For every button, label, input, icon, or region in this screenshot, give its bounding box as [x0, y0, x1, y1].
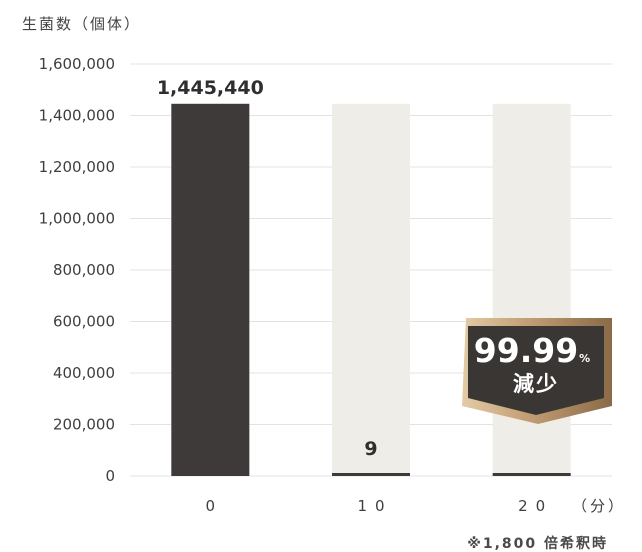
- badge-label: 減少: [513, 372, 559, 396]
- y-tick-label: 1,000,000: [39, 210, 115, 228]
- background-bar: [332, 103, 410, 477]
- x-tick-label: 20: [518, 497, 553, 515]
- y-tick-label: 1,600,000: [39, 55, 115, 73]
- y-tick-label: 1,200,000: [39, 158, 115, 176]
- y-tick-label: 1,400,000: [39, 107, 115, 125]
- y-tick-label: 0: [105, 467, 115, 485]
- bar: [492, 473, 571, 476]
- x-tick-label: 10: [357, 497, 392, 515]
- badge-percent: %: [579, 352, 590, 365]
- bar: [171, 103, 250, 477]
- y-tick-label: 200,000: [53, 416, 115, 434]
- y-tick-label: 400,000: [53, 364, 115, 382]
- data-label: 1,445,440: [157, 77, 264, 99]
- y-axis-ticks: 0 200,000 400,000 600,000 800,000 1,000,000 1,…: [39, 55, 115, 485]
- data-labels: 1,445,440 9: [157, 77, 378, 460]
- y-tick-label: 600,000: [53, 313, 115, 331]
- x-tick-label: 0: [206, 497, 224, 515]
- x-axis-ticks: 0 10 20: [206, 497, 553, 515]
- data-bars: [171, 103, 571, 477]
- data-label: 9: [364, 438, 377, 460]
- x-axis-unit: （分）: [572, 497, 626, 515]
- badge-value: 99.99%: [474, 331, 590, 370]
- reduction-badge: 99.99% 減少: [462, 318, 612, 424]
- bar: [332, 473, 410, 476]
- dilution-note: ※1,800 倍希釈時: [467, 535, 608, 552]
- badge-number: 99.99: [474, 331, 578, 370]
- y-tick-label: 800,000: [53, 261, 115, 279]
- badge-dark-body: [468, 326, 604, 415]
- y-axis-label: 生菌数（個体）: [22, 15, 141, 33]
